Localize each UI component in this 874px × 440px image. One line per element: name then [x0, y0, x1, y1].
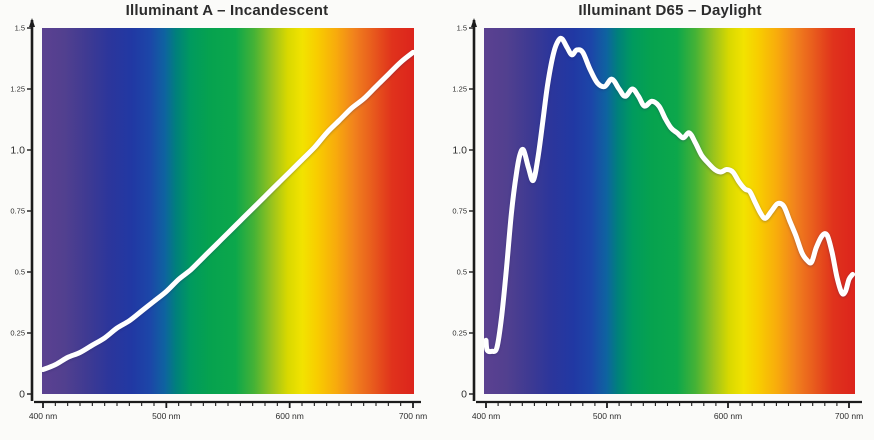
- y-tick-label: 1.0: [452, 145, 467, 157]
- y-tick-label: 1.0: [10, 145, 25, 157]
- spectrum-background: [42, 28, 414, 394]
- y-tick-label: 0.5: [457, 268, 467, 277]
- y-tick-label: 0: [461, 389, 467, 401]
- y-tick-label: 1.25: [452, 85, 467, 94]
- x-tick-label: 400 nm: [29, 411, 57, 421]
- x-tick-label: 600 nm: [714, 411, 742, 421]
- chart-illuminant-a: Illuminant A – Incandescent 0 0.25 0.5 0.75…: [10, 2, 427, 421]
- y-tick-label: 0: [19, 389, 25, 401]
- spd-curve: [484, 35, 855, 355]
- x-tick-label: 700 nm: [835, 411, 863, 421]
- y-tick-label: 0.75: [452, 207, 467, 216]
- x-tick-label: 600 nm: [275, 411, 303, 421]
- y-axis-arrow: [29, 18, 35, 27]
- y-tick-label: 0.25: [452, 329, 467, 338]
- y-tick-label: 1.5: [457, 24, 467, 33]
- y-tick-label: 0.25: [10, 329, 25, 338]
- spd-curve: [42, 49, 414, 373]
- spd-plot-illuminant-d65: 0 0.25 0.5 0.75 1.0 1.25 1.5 400 nm 500 nm 600 nm…: [452, 18, 863, 421]
- chart-title-illuminant-a: Illuminant A – Incandescent: [125, 2, 329, 19]
- y-axis-arrow: [471, 18, 477, 27]
- chart-illuminant-d65: Illuminant D65 – Daylight 0 0.25 0.5 0.75 1.…: [437, 0, 874, 440]
- y-tick-label: 0.75: [10, 207, 25, 216]
- spectrum-background: [484, 28, 855, 394]
- y-tick-label: 0.5: [15, 268, 25, 277]
- x-tick-label: 500 nm: [593, 411, 621, 421]
- spd-plot-illuminant-a: 0 0.25 0.5 0.75 1.0 1.25 1.5 400 nm 500 nm 600 nm…: [10, 18, 427, 421]
- x-tick-label: 500 nm: [152, 411, 180, 421]
- y-tick-label: 1.25: [10, 85, 25, 94]
- x-tick-label: 400 nm: [472, 411, 500, 421]
- y-tick-label: 1.5: [15, 24, 25, 33]
- x-tick-label: 700 nm: [399, 411, 427, 421]
- chart-title-illuminant-d65: Illuminant D65 – Daylight: [578, 2, 762, 19]
